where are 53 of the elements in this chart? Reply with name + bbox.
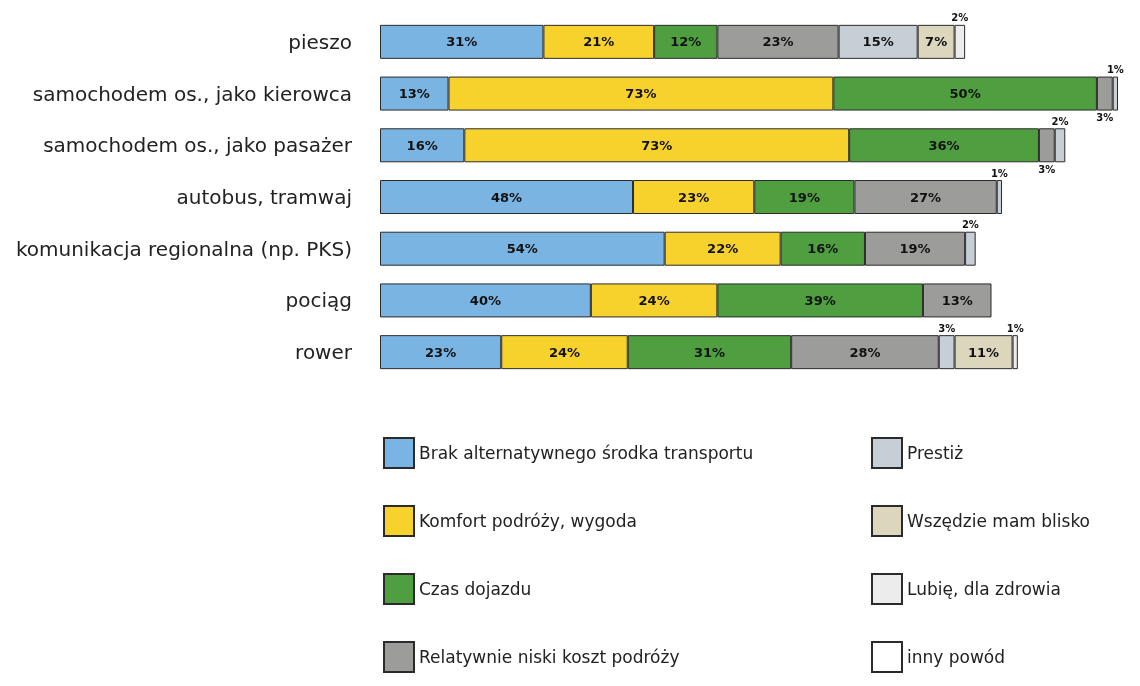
data-label: 24% — [548, 344, 581, 360]
y-tick-label: samochodem os., jako kierowca — [32, 81, 352, 106]
data-label: 31% — [446, 34, 478, 50]
data-label: 3% — [938, 322, 956, 334]
data-label: 23% — [425, 344, 457, 360]
data-label: 11% — [968, 344, 1000, 360]
data-label: 19% — [788, 189, 820, 205]
data-label: 31% — [693, 344, 726, 360]
data-label: 13% — [941, 292, 973, 308]
data-label: 19% — [899, 241, 931, 257]
y-tick-label: komunikacja regionalna (np. PKS) — [15, 236, 352, 261]
data-label: 40% — [469, 292, 501, 308]
y-tick-label: rower — [295, 340, 353, 365]
y-tick-label: autobus, tramwaj — [176, 185, 352, 209]
data-label: 48% — [490, 189, 523, 205]
data-label: 23% — [678, 189, 710, 205]
data-label: 3% — [1038, 163, 1056, 175]
data-label: 27% — [910, 189, 942, 205]
data-label: 39% — [804, 292, 836, 308]
data-label: 16% — [807, 241, 839, 257]
data-label: 12% — [670, 34, 702, 50]
data-label: 1% — [990, 167, 1008, 179]
legend-label: Czas dojazdu — [419, 579, 532, 599]
data-label: 1% — [1006, 322, 1024, 334]
data-label: 21% — [583, 34, 615, 50]
legend-label: Komfort podróży, wygoda — [419, 511, 637, 531]
data-label: 7% — [925, 34, 948, 50]
data-label: 2% — [1051, 115, 1069, 127]
data-label: 24% — [638, 292, 670, 308]
data-label: 36% — [928, 137, 960, 153]
data-label: 54% — [506, 241, 538, 257]
legend-label: Prestiż — [907, 443, 964, 463]
data-label: 73% — [625, 86, 657, 102]
data-label: 50% — [949, 86, 981, 102]
data-label: 2% — [961, 219, 979, 231]
data-label: 22% — [707, 241, 739, 257]
y-tick-label: samochodem os., jako pasażer — [43, 133, 353, 158]
legend-label: Relatywnie niski koszt podróży — [419, 647, 680, 667]
legend-label: Wszędzie mam blisko — [907, 511, 1091, 531]
legend-label: inny powód — [907, 647, 1006, 667]
data-label: 23% — [762, 34, 794, 50]
data-label: 15% — [862, 34, 894, 50]
data-label: 16% — [406, 137, 438, 153]
data-label: 3% — [1096, 112, 1114, 124]
data-label: 28% — [849, 344, 881, 360]
legend-label: Brak alternatywnego środka transportu — [419, 443, 754, 463]
data-label: 73% — [641, 137, 673, 153]
legend-label: Lubię, dla zdrowia — [907, 579, 1061, 599]
data-label: 13% — [398, 86, 430, 102]
data-label: 1% — [1106, 64, 1124, 76]
y-tick-label: pieszo — [288, 29, 352, 54]
data-label: 2% — [951, 12, 969, 24]
y-tick-label: pociąg — [285, 288, 352, 313]
